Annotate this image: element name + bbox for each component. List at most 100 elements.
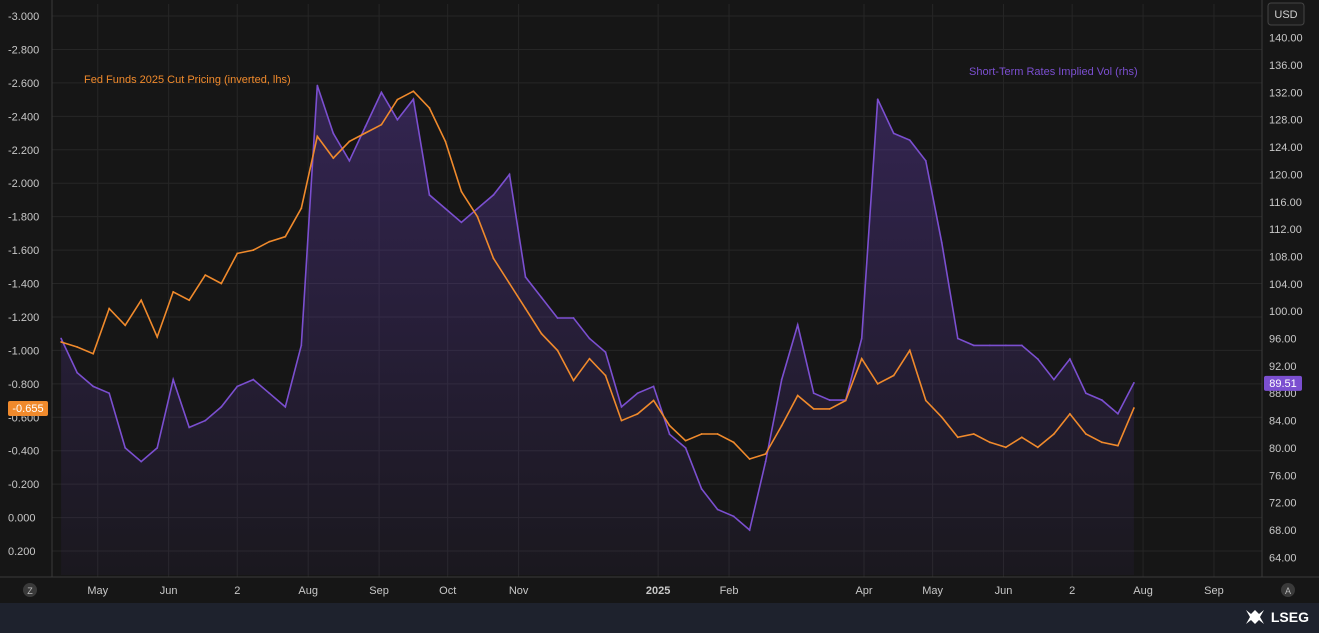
fed-funds-point [684, 439, 687, 442]
fed-funds-point [348, 140, 351, 143]
left-tick-label: 0.000 [8, 513, 36, 525]
x-tick-label: Feb [720, 585, 739, 597]
vol-point [1133, 382, 1135, 384]
corner-circle-right [1281, 583, 1295, 597]
vol-point [716, 508, 719, 511]
unit-label: USD [1274, 9, 1297, 21]
fed-funds-point [620, 419, 623, 422]
left-tick-label: 0.200 [8, 546, 36, 558]
vol-point [1036, 358, 1039, 360]
vol-point [268, 392, 271, 395]
fed-funds-point [204, 274, 207, 277]
fed-funds-point [732, 441, 735, 444]
last-value-badge-right: 89.51 [1264, 375, 1302, 391]
vol-point [316, 84, 319, 87]
x-tick-label: Aug [1133, 585, 1153, 597]
fed-funds-point [716, 433, 719, 435]
fed-funds-point [540, 332, 543, 335]
fed-funds-point [1020, 436, 1023, 439]
fed-funds-point [924, 399, 927, 402]
fed-funds-point [332, 157, 335, 160]
auto-scale-button[interactable]: A [1281, 583, 1295, 597]
fed-funds-point [60, 341, 63, 343]
fed-funds-point [1116, 444, 1119, 447]
right-tick-label: 76.00 [1269, 470, 1297, 482]
vol-point [396, 118, 399, 121]
left-tick-label: -1.200 [8, 312, 39, 324]
fed-funds-point [860, 357, 863, 360]
right-tick-label: 72.00 [1269, 498, 1297, 510]
vol-point [236, 385, 239, 388]
fed-funds-point [460, 190, 463, 193]
vol-point [476, 207, 479, 210]
right-tick-label: 68.00 [1269, 525, 1297, 537]
vol-area [61, 85, 1134, 575]
fed-funds-point [764, 453, 767, 455]
vol-point [924, 159, 927, 162]
fed-funds-point [1004, 446, 1007, 449]
vol-point [108, 392, 111, 395]
right-tick-label: 140.00 [1269, 33, 1303, 45]
vol-point [540, 296, 543, 299]
fed-funds-point [588, 357, 591, 360]
vol-point [348, 159, 351, 162]
vol-point [636, 392, 639, 395]
vol-point [732, 515, 735, 518]
right-tick-label: 124.00 [1269, 142, 1303, 154]
vol-point [620, 406, 623, 408]
right-tick-label: 136.00 [1269, 60, 1303, 72]
fed-funds-point [492, 257, 495, 260]
fed-funds-point [364, 132, 367, 134]
fed-funds-point [76, 346, 79, 348]
vol-point [652, 385, 655, 388]
fed-funds-point [940, 416, 943, 419]
vol-point [284, 406, 287, 408]
vol-point [444, 207, 447, 210]
vol-point [684, 447, 687, 449]
left-tick-label: -1.600 [8, 245, 39, 257]
fed-funds-point [956, 436, 959, 439]
fed-funds-point [268, 240, 271, 243]
left-tick-label: -3.000 [8, 11, 39, 23]
zoom-corner-button[interactable]: Z [23, 583, 37, 597]
x-tick-label: May [87, 585, 108, 597]
fed-funds-point [972, 433, 975, 435]
right-tick-label: 120.00 [1269, 169, 1303, 181]
vol-point [940, 241, 943, 244]
right-tick-label: 84.00 [1269, 416, 1297, 428]
fed-funds-point [1133, 407, 1135, 409]
left-tick-label: -2.400 [8, 111, 39, 123]
fed-funds-point [524, 307, 527, 310]
left-tick-label: -0.400 [8, 446, 39, 458]
vol-point [668, 433, 671, 436]
vol-point [300, 344, 303, 347]
vol-point [1020, 344, 1023, 347]
fed-funds-point [412, 90, 415, 93]
fed-funds-point [652, 399, 655, 402]
fed-funds-point [92, 352, 95, 355]
vol-point [956, 337, 959, 340]
vol-point [1068, 358, 1071, 360]
footer-bar [0, 603, 1319, 633]
left-tick-label: -1.400 [8, 279, 39, 291]
fed-funds-point [572, 379, 575, 382]
fed-funds-point [1068, 413, 1071, 415]
fed-funds-point [892, 374, 895, 377]
vol-point [588, 337, 591, 340]
vol-point [460, 221, 463, 224]
x-tick-label: Sep [1204, 585, 1224, 597]
left-tick-label: -2.000 [8, 178, 39, 190]
fed-funds-point [1052, 433, 1055, 435]
vol-point [1100, 399, 1103, 401]
brand-text: LSEG [1270, 609, 1309, 625]
chart-svg[interactable]: -3.000 -2.800 -2.600 -2.400 -2.200 -2.000 -1.8… [0, 0, 1319, 603]
corner-circle-left [23, 583, 37, 597]
fed-funds-point [508, 282, 511, 285]
vol-point [524, 276, 527, 278]
fed-funds-point [156, 336, 159, 338]
lseg-logo-icon [1245, 610, 1264, 624]
fed-funds-point [252, 249, 255, 251]
fed-funds-point [1100, 441, 1103, 444]
vol-point [188, 426, 191, 429]
fed-funds-point [844, 399, 847, 402]
